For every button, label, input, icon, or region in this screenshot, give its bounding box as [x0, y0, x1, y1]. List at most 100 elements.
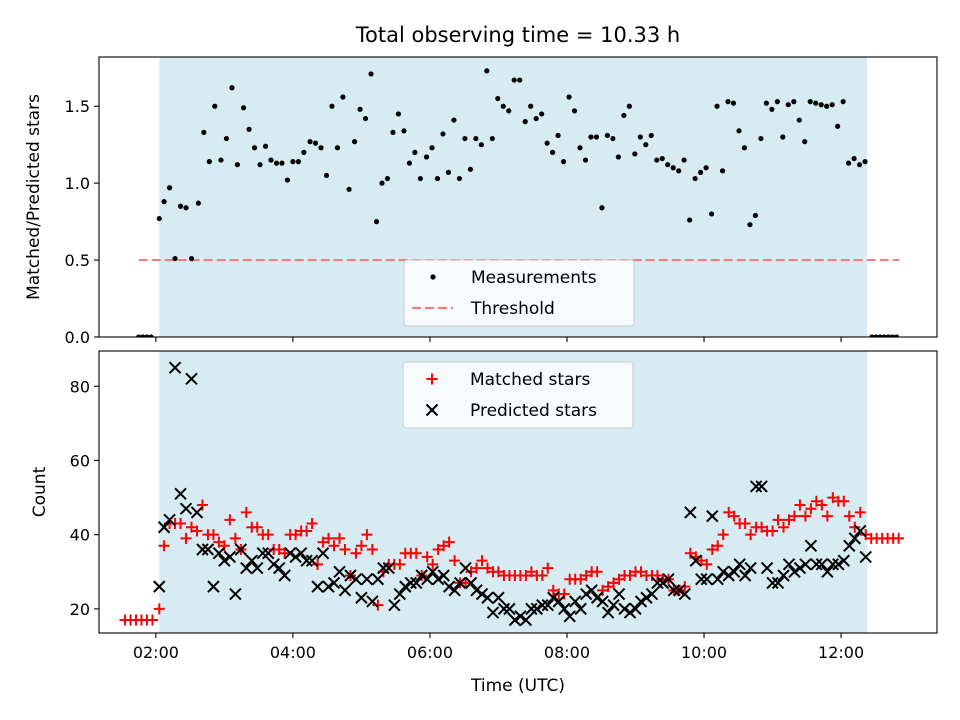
predicted-point — [344, 569, 357, 582]
predicted-point — [410, 576, 423, 590]
measurement-point — [885, 334, 891, 337]
matched-point — [838, 495, 850, 507]
measurement-point — [893, 334, 900, 337]
matched-point — [229, 532, 241, 544]
predicted-point — [355, 591, 368, 604]
matched-point — [180, 532, 192, 544]
predicted-point — [153, 580, 166, 593]
legend: Measurements Threshold — [403, 259, 635, 327]
predicted-point — [453, 576, 467, 590]
y-tick-label: 60 — [70, 451, 90, 470]
predicted-point — [377, 561, 390, 575]
matched-point — [843, 510, 855, 522]
legend-box — [402, 361, 634, 429]
matched-point — [816, 499, 828, 511]
measurement-point — [752, 212, 759, 219]
matched-point — [218, 540, 230, 552]
measurement-point — [856, 162, 863, 168]
series-matched-stars — [119, 492, 905, 626]
measurement-point — [714, 103, 720, 109]
measurement-point — [445, 169, 452, 175]
predicted-point — [305, 554, 319, 567]
legend-label: Matched stars — [470, 370, 590, 390]
predicted-point — [695, 572, 708, 586]
matched-point — [361, 529, 373, 541]
measurement-point — [840, 99, 846, 105]
predicted-point — [618, 602, 631, 616]
predicted-point — [596, 595, 609, 608]
predicted-point — [667, 584, 681, 597]
matched-point — [558, 588, 570, 600]
predicted-point — [623, 606, 637, 619]
top-panel: 0.0 0.5 1.0 1.5 Matched/Predicted stars Measu… — [24, 56, 938, 347]
x-tick-label: 06:00 — [407, 643, 453, 662]
measurement-point — [725, 99, 731, 105]
predicted-point — [201, 543, 215, 556]
x-tick-label: 04:00 — [270, 643, 316, 662]
measurement-point — [156, 215, 162, 222]
predicted-point — [360, 572, 374, 586]
measurement-point — [144, 334, 150, 337]
measurement-point — [401, 128, 407, 134]
predicted-point — [497, 602, 511, 616]
legend-measurements-marker — [430, 274, 436, 280]
predicted-point — [634, 595, 648, 608]
matched-point — [427, 558, 439, 570]
matched-point — [728, 510, 740, 522]
predicted-point — [283, 547, 297, 560]
predicted-point — [442, 580, 456, 593]
measurement-point — [234, 162, 241, 168]
measurement-point — [681, 157, 687, 163]
measurement-point — [791, 99, 797, 105]
measurement-point — [736, 128, 742, 134]
predicted-point — [475, 587, 489, 601]
measurement-point — [670, 165, 676, 171]
measurement-point — [368, 71, 374, 77]
bottom-panel: 20 40 60 80 02:00 04:00 06:00 08:00 10:00 12:00 Co… — [30, 350, 938, 696]
predicted-point — [196, 543, 209, 556]
predicted-point — [234, 543, 248, 556]
predicted-point — [251, 561, 264, 575]
measurement-point — [539, 111, 545, 117]
matched-point — [778, 521, 790, 533]
predicted-point — [629, 602, 642, 616]
measurement-point — [223, 135, 230, 142]
predicted-point — [640, 591, 653, 604]
measurement-point — [177, 203, 184, 209]
matched-point — [767, 525, 779, 537]
measurement-point — [835, 123, 841, 129]
predicted-point — [382, 561, 396, 575]
predicted-point — [294, 547, 308, 560]
measurement-point — [692, 175, 698, 182]
measurement-point — [206, 159, 212, 165]
predicted-point — [179, 502, 193, 515]
predicted-point — [815, 558, 829, 571]
measurement-point — [412, 149, 418, 155]
predicted-point — [673, 584, 686, 597]
measurement-point — [802, 139, 808, 145]
predicted-point — [547, 591, 560, 604]
measurement-point — [869, 334, 875, 337]
predicted-point — [207, 580, 220, 593]
y-tick-label: 40 — [70, 526, 90, 545]
predicted-point — [651, 576, 664, 590]
measurement-point — [395, 111, 402, 117]
measurement-point — [560, 159, 567, 165]
predicted-point — [684, 506, 697, 519]
measurement-point — [763, 100, 769, 106]
measurement-point — [528, 103, 534, 109]
matched-point — [854, 506, 866, 518]
predicted-point — [788, 565, 801, 578]
matched-point — [849, 521, 861, 533]
predicted-point — [777, 569, 790, 582]
measurement-point — [379, 180, 385, 186]
matched-point — [717, 529, 729, 541]
measurement-point — [329, 103, 335, 109]
matched-point — [328, 540, 340, 552]
measurement-point — [807, 99, 813, 105]
matched-point — [207, 529, 219, 541]
measurement-point — [473, 135, 479, 142]
predicted-point — [190, 506, 204, 519]
predicted-point — [689, 554, 703, 567]
measurement-point — [478, 142, 484, 148]
